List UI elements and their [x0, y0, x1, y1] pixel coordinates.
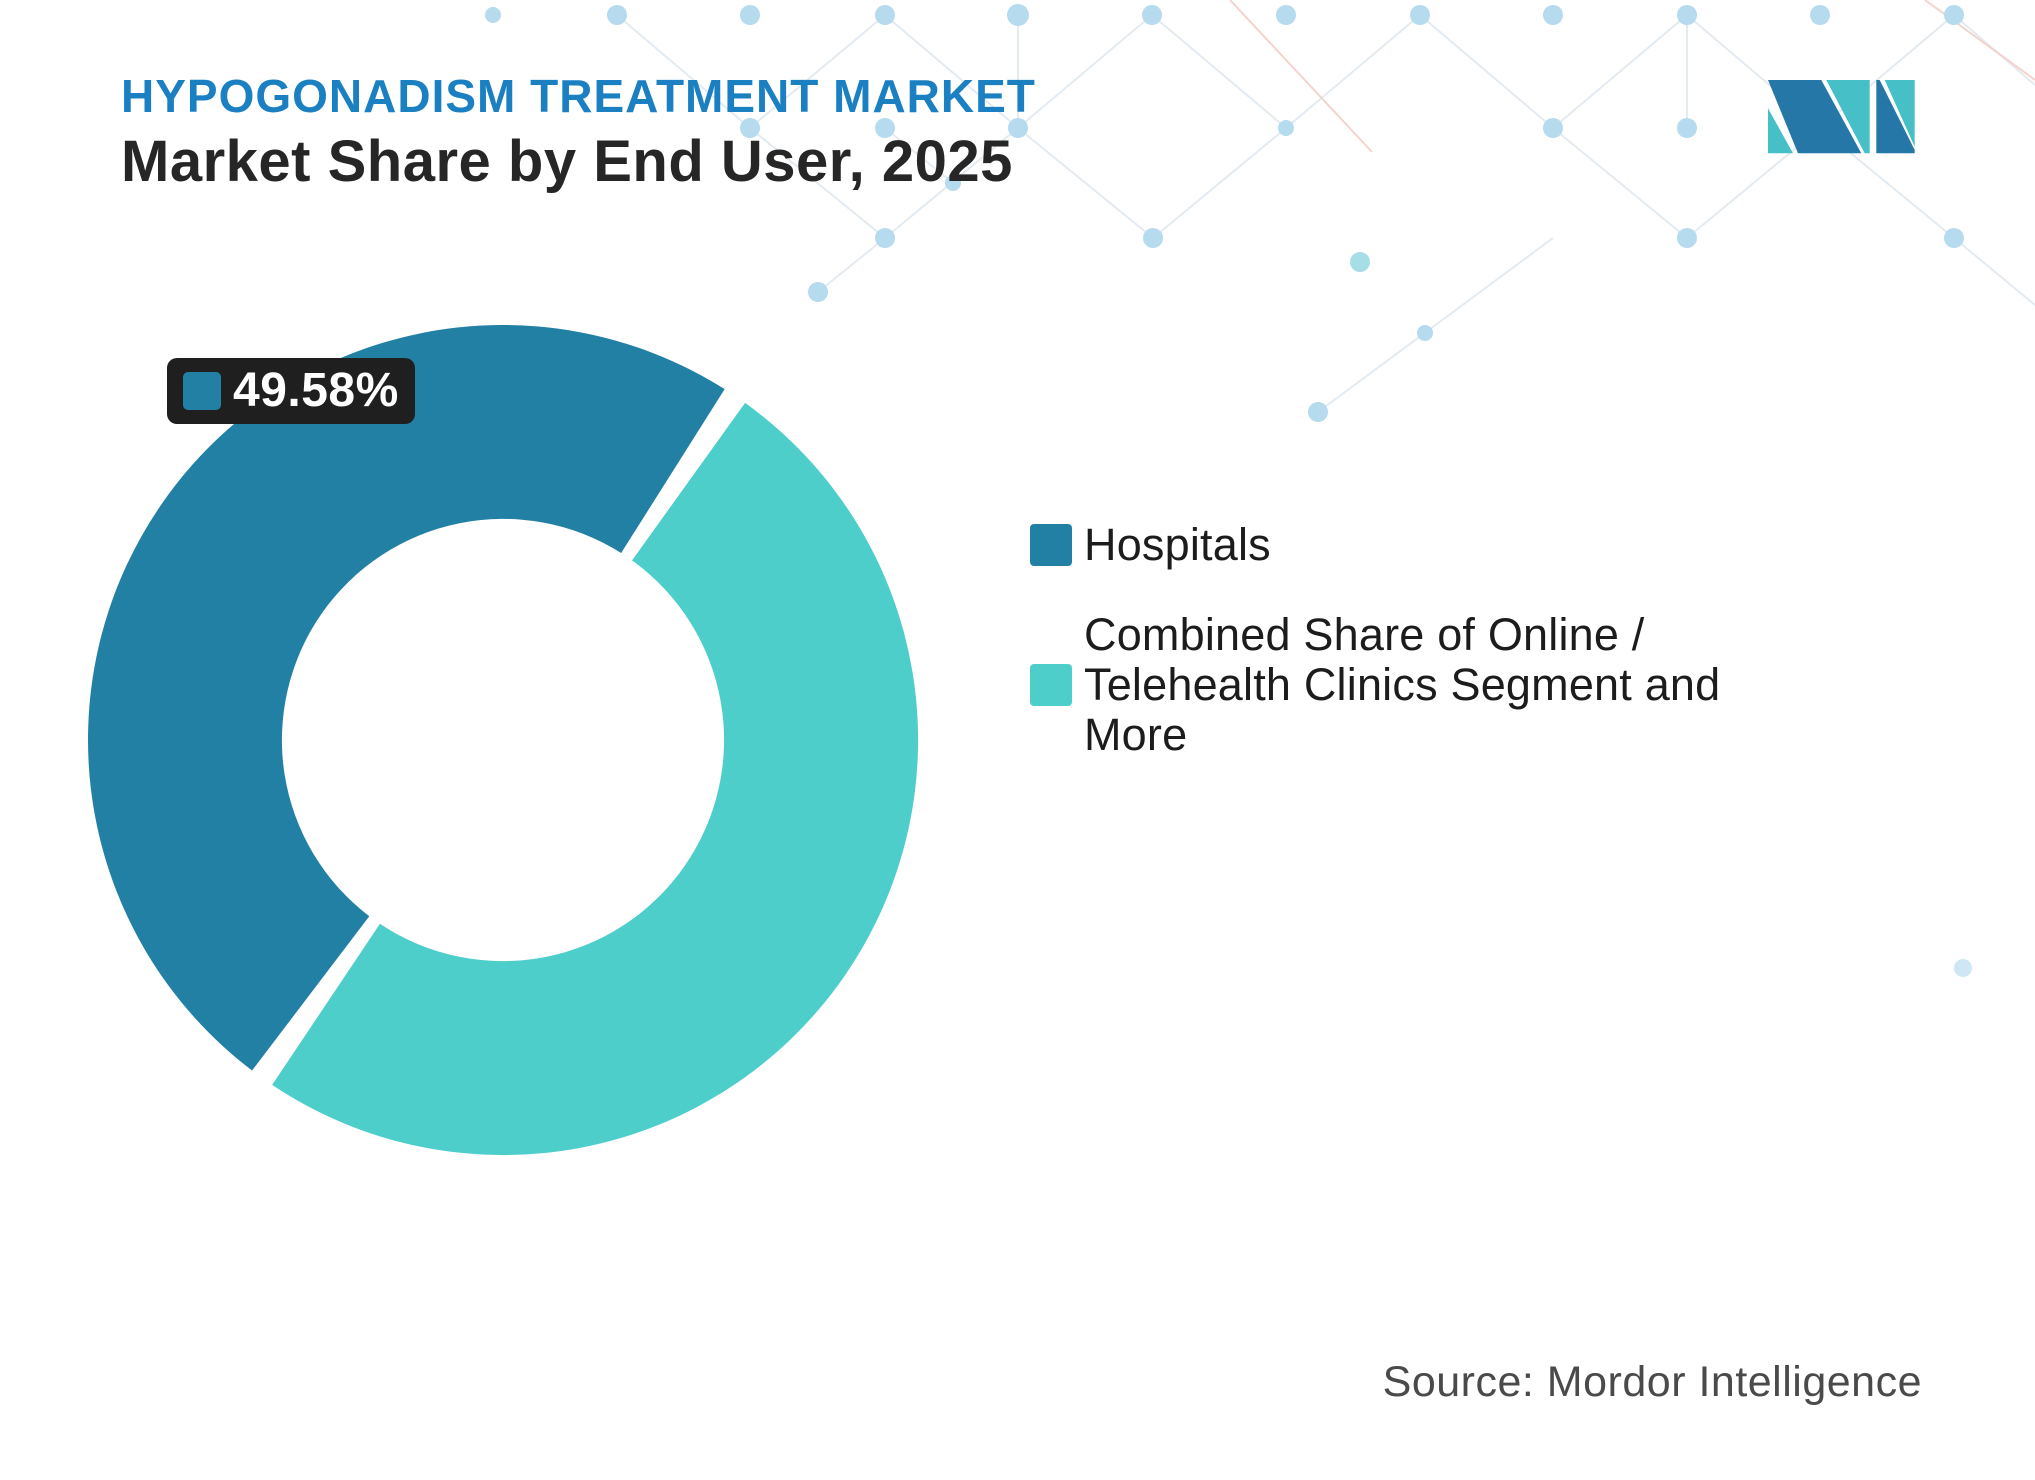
donut-chart [88, 325, 919, 1156]
chart-header: HYPOGONADISM TREATMENT MARKET Market Sha… [121, 70, 1036, 194]
chart-legend: Hospitals Combined Share of Online / Tel… [1030, 520, 1744, 760]
legend-item-online-telehealth[interactable]: Combined Share of Online / Telehealth Cl… [1030, 610, 1744, 760]
pie-slice-1[interactable] [272, 402, 919, 1156]
source-note: Source: Mordor Intelligence [1382, 1358, 1922, 1406]
legend-label-hospitals: Hospitals [1084, 519, 1271, 570]
tooltip-value: 49.58% [233, 364, 399, 417]
mordor-intelligence-logo [1768, 80, 1915, 154]
legend-item-hospitals[interactable]: Hospitals [1030, 520, 1744, 570]
tooltip-series-swatch [183, 372, 221, 410]
data-label-tooltip: 49.58% [167, 358, 415, 424]
page-title: Market Share by End User, 2025 [121, 129, 1013, 194]
pie-slice-0[interactable] [88, 325, 725, 1071]
legend-swatch-online-telehealth [1030, 664, 1072, 706]
legend-swatch-hospitals [1030, 524, 1072, 566]
report-title: HYPOGONADISM TREATMENT MARKET [121, 70, 1036, 122]
legend-label-online-telehealth: Combined Share of Online / Telehealth Cl… [1084, 609, 1721, 760]
